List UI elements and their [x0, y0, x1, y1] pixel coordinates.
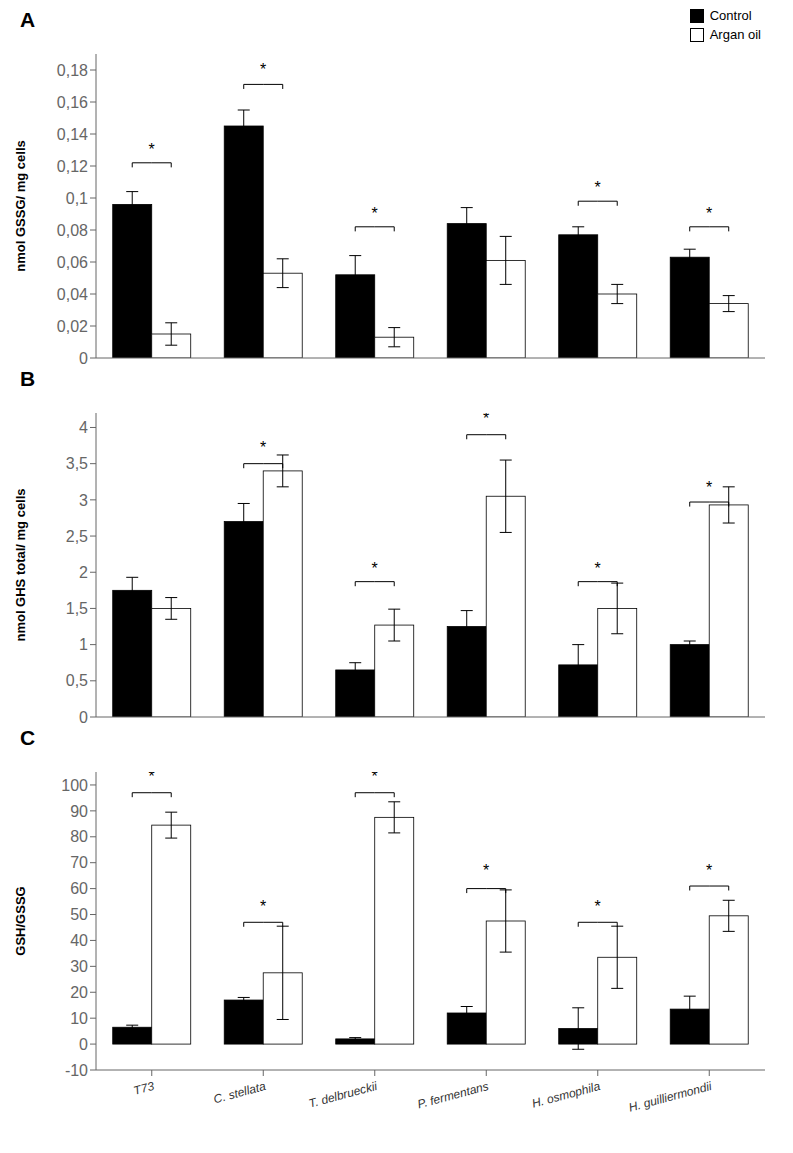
svg-text:*: *	[595, 179, 601, 196]
svg-text:*: *	[483, 862, 489, 879]
html-text:Control: Control	[709, 8, 752, 23]
html-text:B: B	[20, 367, 36, 390]
svg-text:0: 0	[79, 709, 88, 726]
svg-text:0,04: 0,04	[57, 286, 88, 303]
svg-text:nmol GSSG/ mg cells: nmol GSSG/ mg cells	[13, 140, 28, 271]
svg-text:1,5: 1,5	[66, 600, 88, 617]
svg-text:H. osmophila: H. osmophila	[530, 1079, 602, 1111]
svg-text:2: 2	[79, 564, 88, 581]
svg-text:0,1: 0,1	[66, 190, 88, 207]
svg-text:0,14: 0,14	[57, 126, 88, 143]
svg-text:1: 1	[79, 636, 88, 653]
svg-text:*: *	[372, 772, 378, 785]
svg-text:nmol GHS total/ mg cells: nmol GHS total/ mg cells	[13, 488, 28, 641]
svg-text:*: *	[483, 413, 489, 427]
svg-text:*: *	[706, 205, 712, 222]
svg-text:4: 4	[79, 419, 88, 436]
svg-text:0,16: 0,16	[57, 94, 88, 111]
svg-text:*: *	[260, 61, 266, 78]
svg-text:80: 80	[70, 828, 88, 845]
svg-text:*: *	[149, 772, 155, 785]
svg-text:2,5: 2,5	[66, 528, 88, 545]
svg-text:50: 50	[70, 906, 88, 923]
svg-text:0,08: 0,08	[57, 222, 88, 239]
svg-text:*: *	[706, 862, 712, 879]
svg-text:3: 3	[79, 492, 88, 509]
html-text:Argan oil: Argan oil	[709, 27, 761, 42]
html-text:A: A	[20, 8, 36, 31]
svg-text:GSH/GSSG: GSH/GSSG	[13, 886, 28, 955]
svg-text:0,06: 0,06	[57, 254, 88, 271]
svg-text:*: *	[260, 898, 266, 915]
svg-text:30: 30	[70, 958, 88, 975]
svg-text:40: 40	[70, 932, 88, 949]
svg-text:90: 90	[70, 803, 88, 820]
svg-text:0: 0	[79, 1036, 88, 1053]
svg-text:*: *	[595, 898, 601, 915]
svg-text:*: *	[372, 205, 378, 222]
svg-text:10: 10	[70, 1010, 88, 1027]
svg-text:20: 20	[70, 984, 88, 1001]
html-text:C: C	[20, 726, 36, 749]
svg-text:100: 100	[61, 777, 88, 794]
svg-text:T73: T73	[132, 1079, 156, 1098]
svg-text:P. fermentans: P. fermentans	[416, 1079, 490, 1111]
svg-text:*: *	[260, 439, 266, 456]
svg-text:C. stellata: C. stellata	[212, 1079, 267, 1106]
svg-text:0,18: 0,18	[57, 62, 88, 79]
svg-text:H. guilliermondii: H. guilliermondii	[627, 1079, 713, 1115]
svg-text:0,02: 0,02	[57, 318, 88, 335]
svg-text:*: *	[149, 141, 155, 158]
svg-text:0,5: 0,5	[66, 672, 88, 689]
svg-text:0,12: 0,12	[57, 158, 88, 175]
svg-text:-10: -10	[65, 1062, 88, 1079]
svg-text:0: 0	[79, 350, 88, 367]
svg-text:*: *	[372, 560, 378, 577]
svg-text:70: 70	[70, 854, 88, 871]
svg-text:60: 60	[70, 880, 88, 897]
svg-text:*: *	[595, 560, 601, 577]
svg-text:*: *	[706, 479, 712, 496]
svg-text:T. delbrueckii: T. delbrueckii	[307, 1079, 379, 1111]
svg-text:3,5: 3,5	[66, 455, 88, 472]
